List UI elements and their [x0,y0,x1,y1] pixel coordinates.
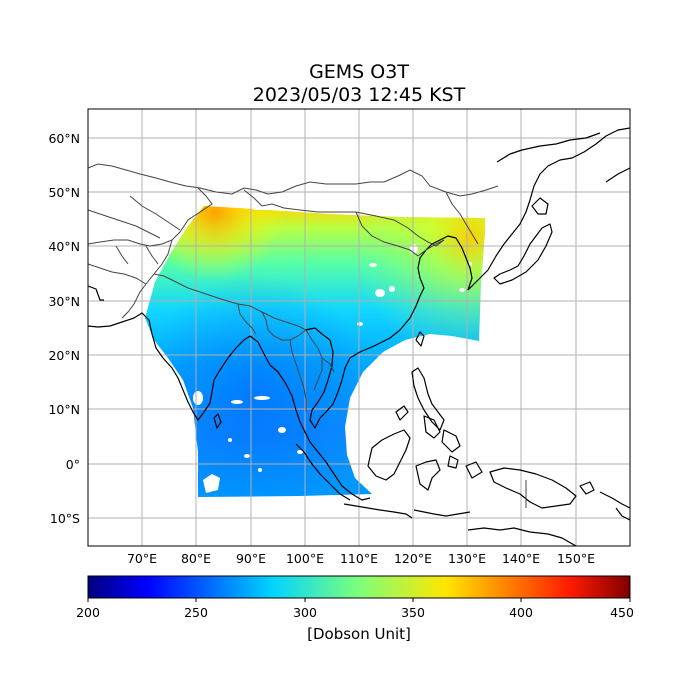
colorbar-tick-label: 450 [610,605,634,620]
ozone-low-tropics [145,206,485,497]
lon-tick-label: 70°E [127,551,157,566]
lon-tick-label: 140°E [502,551,540,566]
longitude-labels: 70°E 80°E 90°E 100°E 110°E 120°E 130°E 1… [127,551,595,566]
map-panel [88,109,630,546]
coastlines [88,127,630,546]
map-frame [87,108,631,547]
colorbar [87,575,631,599]
colorbar-tick-label: 200 [76,605,100,620]
colorbar-tick-label: 400 [509,605,533,620]
lat-tick-label: 10°N [48,402,80,417]
map-timestamp: 2023/05/03 12:45 KST [253,84,466,106]
lon-tick-label: 130°E [448,551,486,566]
colorbar-tick-label: 250 [184,605,208,620]
map-gridlines [88,109,630,546]
lat-tick-label: 10°S [50,511,80,526]
colorbar-labels: 200 250 300 350 400 450 [76,605,634,620]
country-borders [88,163,527,508]
colorbar-tick-label: 350 [401,605,425,620]
lon-tick-label: 120°E [394,551,432,566]
lat-tick-label: 20°N [48,348,80,363]
lat-tick-label: 50°N [48,185,80,200]
lat-tick-label: 60°N [48,131,80,146]
lon-tick-label: 150°E [557,551,595,566]
lat-tick-label: 30°N [48,294,80,309]
lat-tick-label: 40°N [48,239,80,254]
colorbar-tick-label: 300 [293,605,317,620]
lat-tick-label: 0° [66,457,80,472]
colorbar-ticks [87,598,631,602]
colorbar-title: [Dobson Unit] [307,625,411,643]
latitude-labels: 60°N 50°N 40°N 30°N 20°N 10°N 0° 10°S [48,131,80,526]
lon-tick-label: 80°E [181,551,211,566]
lon-tick-label: 110°E [340,551,378,566]
lon-tick-label: 90°E [236,551,266,566]
map-title: GEMS O3T [309,61,409,83]
lon-tick-label: 100°E [286,551,324,566]
